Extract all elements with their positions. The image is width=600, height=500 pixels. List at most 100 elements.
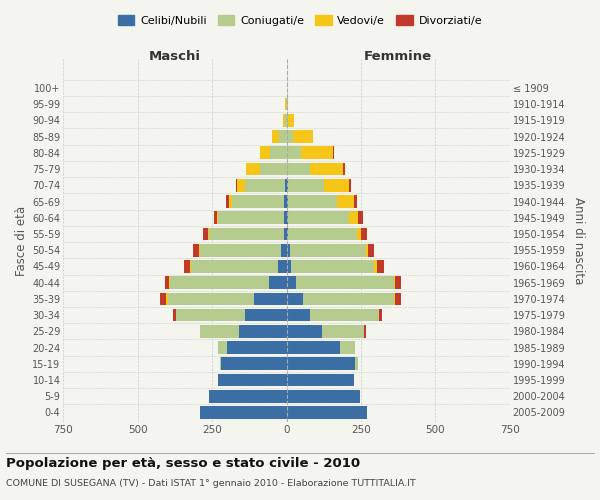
Bar — [209, 390, 287, 402]
Bar — [287, 358, 355, 370]
Y-axis label: Fasce di età: Fasce di età — [15, 206, 28, 276]
Bar — [200, 325, 239, 338]
Bar — [278, 260, 287, 273]
Bar — [287, 341, 340, 354]
Bar — [239, 325, 287, 338]
Bar — [395, 276, 401, 289]
Bar — [218, 341, 227, 354]
Bar — [287, 228, 288, 240]
Text: COMUNE DI SUSEGANA (TV) - Dati ISTAT 1° gennaio 2010 - Elaborazione TUTTITALIA.I: COMUNE DI SUSEGANA (TV) - Dati ISTAT 1° … — [6, 479, 416, 488]
Bar — [287, 114, 288, 126]
Bar — [288, 114, 294, 126]
Bar — [288, 212, 349, 224]
Bar — [287, 195, 288, 208]
Bar — [269, 276, 287, 289]
Bar — [287, 146, 301, 159]
Bar — [287, 260, 291, 273]
Bar — [287, 406, 367, 419]
Bar — [272, 130, 279, 143]
Bar — [287, 325, 322, 338]
Bar — [322, 325, 364, 338]
Bar — [247, 162, 260, 175]
Bar — [293, 130, 313, 143]
Bar — [291, 260, 374, 273]
Bar — [364, 325, 365, 338]
Bar — [287, 374, 353, 386]
Y-axis label: Anni di nascita: Anni di nascita — [572, 197, 585, 284]
Bar — [287, 292, 303, 305]
Bar — [355, 358, 358, 370]
Bar — [287, 244, 290, 256]
Bar — [260, 146, 270, 159]
Bar — [353, 195, 356, 208]
Bar — [296, 276, 394, 289]
Bar — [190, 260, 191, 273]
Bar — [379, 309, 382, 322]
Bar — [395, 292, 401, 305]
Bar — [324, 179, 349, 192]
Bar — [245, 179, 285, 192]
Bar — [310, 309, 379, 322]
Bar — [287, 212, 288, 224]
Bar — [288, 195, 337, 208]
Bar — [349, 179, 350, 192]
Bar — [184, 260, 190, 273]
Bar — [173, 309, 176, 322]
Bar — [200, 406, 287, 419]
Bar — [232, 195, 284, 208]
Bar — [209, 228, 284, 240]
Text: Maschi: Maschi — [149, 50, 201, 63]
Bar — [287, 179, 288, 192]
Bar — [208, 228, 209, 240]
Bar — [287, 98, 288, 110]
Bar — [160, 292, 166, 305]
Bar — [167, 292, 254, 305]
Bar — [340, 341, 355, 354]
Bar — [287, 276, 296, 289]
Bar — [356, 228, 361, 240]
Bar — [303, 292, 394, 305]
Bar — [254, 292, 287, 305]
Bar — [281, 244, 287, 256]
Bar — [284, 195, 287, 208]
Bar — [229, 195, 232, 208]
Bar — [218, 212, 284, 224]
Bar — [365, 244, 368, 256]
Bar — [394, 292, 395, 305]
Bar — [270, 146, 287, 159]
Bar — [279, 130, 287, 143]
Bar — [191, 260, 278, 273]
Bar — [238, 179, 245, 192]
Bar — [285, 114, 287, 126]
Bar — [203, 228, 208, 240]
Bar — [245, 309, 287, 322]
Bar — [217, 212, 218, 224]
Bar — [287, 130, 293, 143]
Bar — [374, 260, 377, 273]
Bar — [288, 228, 356, 240]
Bar — [361, 228, 367, 240]
Bar — [170, 276, 269, 289]
Bar — [220, 358, 221, 370]
Bar — [214, 212, 217, 224]
Bar — [199, 244, 200, 256]
Bar — [284, 228, 287, 240]
Bar — [285, 98, 286, 110]
Bar — [368, 244, 374, 256]
Text: Popolazione per età, sesso e stato civile - 2010: Popolazione per età, sesso e stato civil… — [6, 458, 360, 470]
Bar — [394, 276, 395, 289]
Bar — [284, 212, 287, 224]
Bar — [377, 260, 384, 273]
Bar — [283, 114, 285, 126]
Bar — [343, 162, 344, 175]
Bar — [226, 195, 229, 208]
Bar — [287, 390, 359, 402]
Bar — [333, 146, 334, 159]
Bar — [166, 292, 167, 305]
Bar — [288, 179, 324, 192]
Bar — [200, 244, 281, 256]
Bar — [169, 276, 170, 289]
Bar — [290, 244, 365, 256]
Bar — [236, 179, 238, 192]
Bar — [349, 212, 358, 224]
